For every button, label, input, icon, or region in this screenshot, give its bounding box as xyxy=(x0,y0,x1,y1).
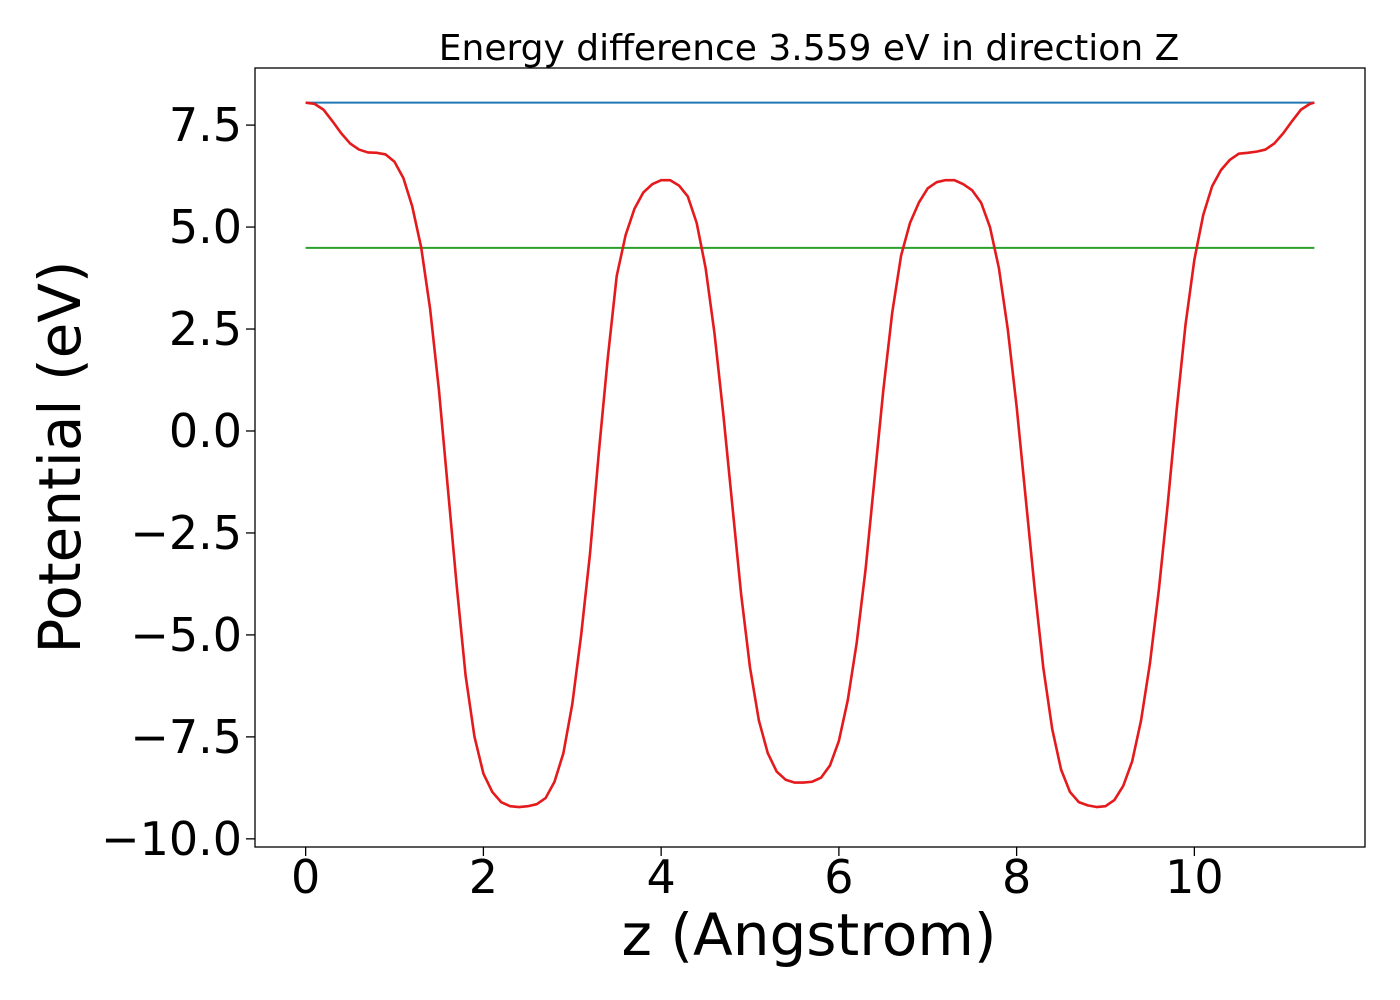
y-tick-label: 2.5 xyxy=(169,302,242,356)
x-tick-label: 8 xyxy=(1002,850,1031,904)
x-tick-label: 0 xyxy=(291,850,320,904)
y-tick-label: −2.5 xyxy=(130,506,242,560)
x-tick-label: 6 xyxy=(824,850,853,904)
x-tick-label: 4 xyxy=(647,850,676,904)
x-axis: 0 2 4 6 8 10 xyxy=(291,847,1224,904)
series-layer xyxy=(305,101,1315,809)
series-line-2 xyxy=(305,101,1315,809)
plot-frame xyxy=(254,67,1366,848)
x-tick-label: 10 xyxy=(1165,850,1224,904)
y-tick-label: 7.5 xyxy=(169,98,242,152)
y-tick-label: −10.0 xyxy=(101,812,242,866)
y-tick-label: 5.0 xyxy=(169,200,242,254)
y-axis: −10.0 −7.5 −5.0 −2.5 0.0 2.5 5.0 7.5 xyxy=(101,98,255,866)
x-tick-label: 2 xyxy=(469,850,498,904)
y-tick-label: −5.0 xyxy=(130,608,242,662)
x-axis-label: z (Angstrom) xyxy=(622,901,997,969)
chart-title: Energy difference 3.559 eV in direction … xyxy=(439,28,1180,69)
y-tick-label: −7.5 xyxy=(130,710,242,764)
y-axis-label: Potential (eV) xyxy=(26,260,94,653)
y-tick-label: 0.0 xyxy=(169,404,242,458)
